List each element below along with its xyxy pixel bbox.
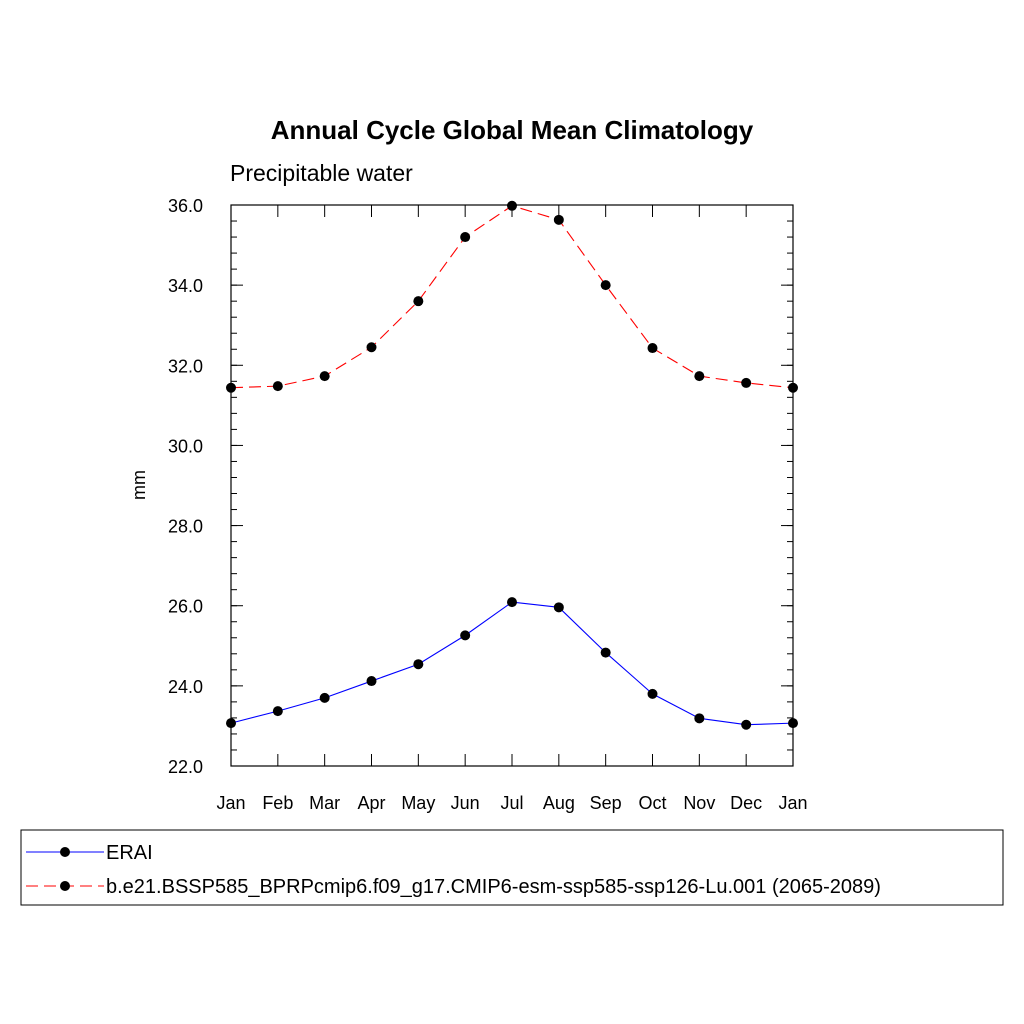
plot-frame <box>230 204 794 767</box>
y-tick-label: 32.0 <box>168 356 203 376</box>
legend-entries: ERAI b.e21.BSSP585_BPRPcmip6.f09_g17.CMIP… <box>26 842 881 898</box>
legend-box <box>20 829 1004 906</box>
series-1-point <box>319 692 330 703</box>
series-2-point <box>694 371 705 382</box>
y-tick-label: 36.0 <box>168 196 203 216</box>
series-2-point <box>647 343 658 354</box>
series-1-point <box>600 647 611 658</box>
series-1-point <box>553 602 564 613</box>
y-tick-label: 28.0 <box>168 517 203 537</box>
series-1-point <box>272 706 283 717</box>
x-tick-label: Aug <box>543 793 575 813</box>
chart-title: Annual Cycle Global Mean Climatology <box>271 115 754 145</box>
series-2-point <box>319 371 330 382</box>
x-tick-label: Jan <box>216 793 245 813</box>
series-2-point <box>413 296 424 307</box>
series-2-point <box>553 214 564 225</box>
chart-subtitle: Precipitable water <box>230 160 413 186</box>
x-tick-label: Feb <box>262 793 293 813</box>
series-1-point <box>413 659 424 670</box>
x-tick-label: Sep <box>590 793 622 813</box>
series-1-point <box>694 713 705 724</box>
series-1-point <box>741 719 752 730</box>
series-2-point <box>366 342 377 353</box>
series-1-point <box>647 688 658 699</box>
legend-marker-1 <box>60 847 70 857</box>
series-1-point <box>460 630 471 641</box>
x-tick-label: Mar <box>309 793 340 813</box>
x-tick-label: Apr <box>357 793 385 813</box>
y-tick-label: 30.0 <box>168 436 203 456</box>
legend-label-1: ERAI <box>106 842 153 864</box>
series-line-1 <box>230 601 794 726</box>
series-2-point <box>507 200 517 211</box>
series-2-point <box>600 280 611 291</box>
series-1-point <box>366 676 377 687</box>
legend: ERAI b.e21.BSSP585_BPRPcmip6.f09_g17.CMIP… <box>20 829 1004 906</box>
x-tick-label: Jun <box>451 793 480 813</box>
y-axis-label: mm <box>129 470 149 500</box>
series-line-2 <box>230 205 794 389</box>
x-tick-label: Jan <box>778 793 807 813</box>
y-tick-label: 24.0 <box>168 677 203 697</box>
x-tick-labels: Jan Feb Mar Apr May Jun Jul Aug Sep Oct Nov Dec Jan <box>216 793 807 813</box>
axis-ticks <box>230 204 794 767</box>
legend-label-2: b.e21.BSSP585_BPRPcmip6.f09_g17.CMIP6-es… <box>106 876 881 898</box>
x-tick-label: Dec <box>730 793 762 813</box>
y-tick-label: 26.0 <box>168 597 203 617</box>
series-markers <box>226 200 798 730</box>
series-1-point <box>507 597 517 608</box>
series-lines <box>230 205 794 726</box>
y-tick-labels: 22.0 24.0 26.0 28.0 30.0 32.0 34.0 36.0 <box>168 196 203 777</box>
y-tick-label: 22.0 <box>168 757 203 777</box>
series-2-point <box>741 377 752 388</box>
legend-marker-2 <box>60 881 70 891</box>
x-tick-label: May <box>401 793 435 813</box>
x-tick-label: Jul <box>500 793 523 813</box>
series-2-point <box>460 232 471 243</box>
x-tick-label: Oct <box>638 793 666 813</box>
y-tick-label: 34.0 <box>168 276 203 296</box>
series-2-point <box>272 381 283 392</box>
x-tick-label: Nov <box>683 793 715 813</box>
